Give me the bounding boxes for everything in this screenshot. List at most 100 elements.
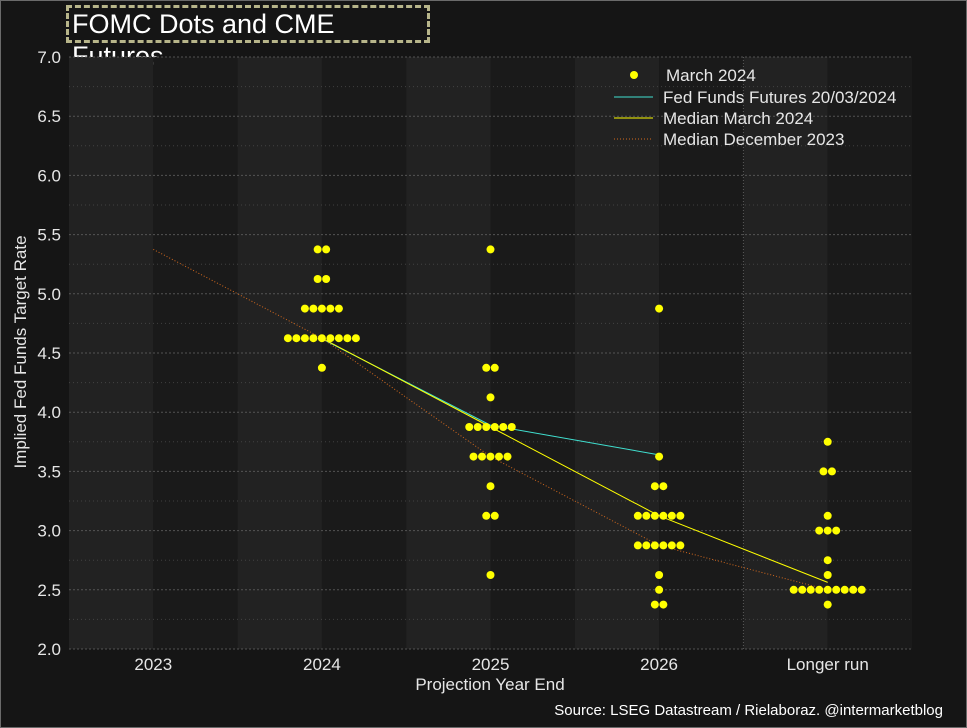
dot-longer-run: [798, 585, 807, 594]
dot-2026: [667, 511, 676, 520]
dot-2024: [300, 334, 309, 343]
dot-2024: [317, 334, 326, 343]
dot-2025: [490, 511, 499, 520]
y-tick-label: 2.5: [37, 581, 61, 600]
dot-longer-run: [823, 585, 832, 594]
y-axis-title: Implied Fed Funds Target Rate: [11, 235, 30, 468]
dot-2026: [676, 541, 685, 550]
source-note: Source: LSEG Datastream / Rielaboraz. @i…: [554, 702, 943, 719]
dot-2025: [482, 511, 491, 520]
dot-2025: [486, 393, 495, 402]
dot-2025: [486, 245, 495, 254]
dot-2025: [486, 452, 495, 461]
dot-2026: [642, 541, 651, 550]
dot-2025: [486, 571, 495, 579]
dot-longer-run: [815, 526, 824, 535]
y-tick-label: 4.0: [37, 403, 61, 422]
legend-marker-march-2024: [630, 71, 638, 79]
y-tick-label: 6.0: [37, 166, 61, 185]
dot-2024: [317, 304, 326, 313]
dot-2024: [300, 304, 309, 313]
background-bands: [69, 57, 912, 649]
y-tick-label: 6.5: [37, 107, 61, 126]
dot-longer-run: [832, 526, 841, 535]
legend-label-median-march: Median March 2024: [663, 109, 813, 128]
dot-2025: [490, 423, 499, 431]
dot-2026: [633, 541, 642, 550]
dot-longer-run: [823, 437, 832, 446]
dot-2026: [642, 511, 651, 520]
dot-2026: [655, 585, 664, 594]
dot-2026: [659, 482, 668, 491]
dot-2026: [633, 511, 642, 520]
dot-2024: [322, 245, 331, 254]
dot-2025: [490, 363, 499, 372]
band-2023-left: [69, 57, 154, 649]
y-tick-label: 7.0: [37, 48, 61, 67]
x-axis-ticks: 2023 2024 2025 2026 Longer run: [134, 655, 868, 674]
band-2024-left: [237, 57, 322, 649]
dot-2024: [343, 334, 352, 343]
dot-longer-run: [823, 511, 832, 520]
dot-2024: [326, 334, 335, 343]
x-tick-label: Longer run: [787, 655, 869, 674]
dot-2026: [659, 541, 668, 550]
dot-2026: [667, 541, 676, 550]
dot-2026: [655, 571, 664, 579]
dot-2025: [478, 452, 486, 461]
series-line-median-march-2024: [321, 337, 828, 583]
dot-2026: [650, 511, 659, 520]
dot-2024: [334, 334, 343, 343]
dot-2024: [283, 334, 292, 343]
dot-2024: [322, 275, 331, 283]
band-2025-right: [490, 57, 575, 649]
dot-longer-run: [815, 585, 824, 594]
dot-2025: [473, 423, 482, 431]
band-2023-right: [153, 57, 238, 649]
dot-longer-run: [840, 585, 849, 594]
dot-2026: [650, 541, 659, 550]
dot-2026: [650, 600, 659, 609]
band-2025-left: [406, 57, 491, 649]
legend: March 2024 Fed Funds Futures 20/03/2024 …: [614, 66, 896, 149]
dot-2024: [309, 304, 318, 313]
y-tick-label: 3.5: [37, 462, 61, 481]
dot-2024: [309, 334, 318, 343]
y-tick-label: 5.5: [37, 226, 61, 245]
dot-2026: [655, 304, 664, 313]
dot-2026: [655, 452, 664, 461]
y-tick-label: 5.0: [37, 285, 61, 304]
x-tick-label: 2025: [472, 655, 510, 674]
dot-longer-run: [832, 585, 841, 594]
dot-2024: [313, 245, 322, 254]
dot-2025: [465, 423, 474, 431]
dot-longer-run: [819, 467, 828, 476]
dot-plot: [283, 245, 866, 609]
x-tick-label: 2023: [134, 655, 172, 674]
dot-longer-run: [849, 585, 858, 594]
x-tick-label: 2024: [303, 655, 341, 674]
legend-label-futures: Fed Funds Futures 20/03/2024: [663, 88, 896, 107]
legend-label-march-2024: March 2024: [666, 66, 756, 85]
x-axis-title: Projection Year End: [415, 675, 564, 694]
y-tick-label: 3.0: [37, 522, 61, 541]
dot-2024: [351, 334, 360, 343]
dot-2024: [292, 334, 301, 343]
dot-2025: [486, 482, 495, 491]
dot-longer-run: [823, 556, 832, 565]
dot-longer-run: [823, 600, 832, 609]
dot-longer-run: [857, 585, 866, 594]
dot-2026: [659, 600, 668, 609]
dot-2025: [469, 452, 478, 461]
dot-longer-run: [823, 526, 832, 535]
band-2024-right: [321, 57, 407, 649]
dot-2026: [659, 511, 668, 520]
x-tick-label: 2026: [640, 655, 678, 674]
legend-label-median-december: Median December 2023: [663, 130, 844, 149]
dot-2026: [650, 482, 659, 491]
dot-2024: [313, 275, 322, 283]
dot-longer-run: [827, 467, 836, 476]
dot-2025: [499, 423, 508, 431]
y-tick-label: 2.0: [37, 640, 61, 659]
